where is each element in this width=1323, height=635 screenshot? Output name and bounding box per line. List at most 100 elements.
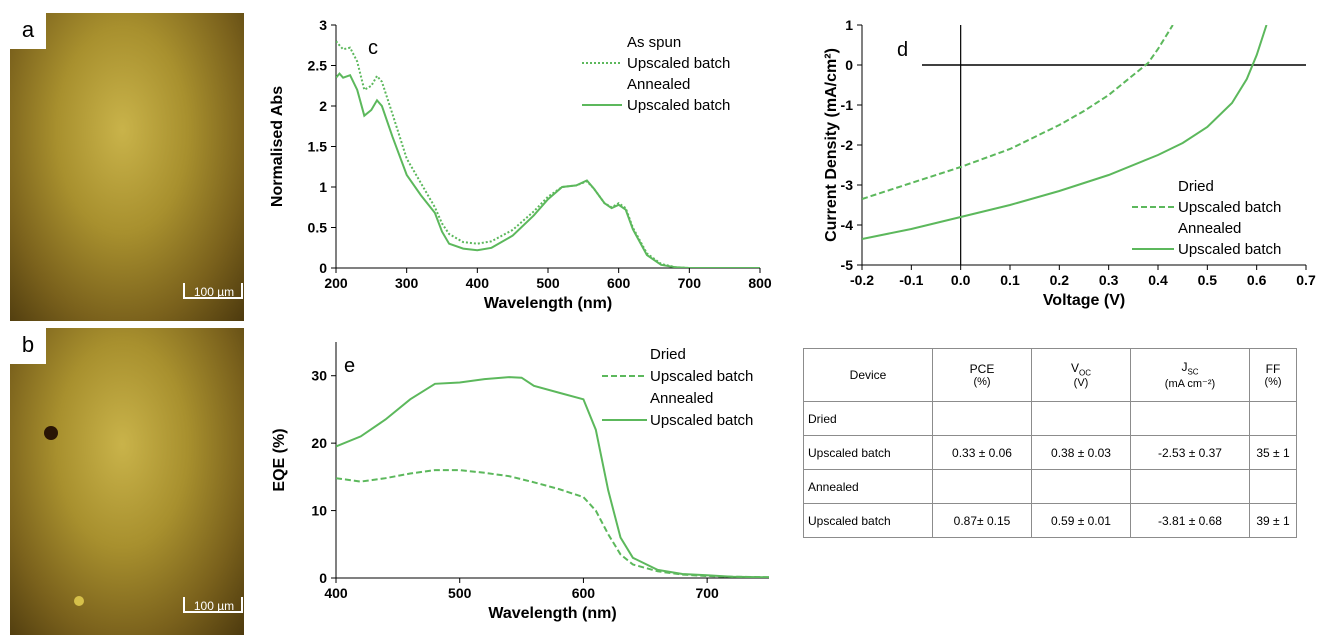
micrograph-b: b 100 µm — [10, 328, 244, 635]
x-tick-label: 500 — [448, 585, 472, 601]
table-cell — [1249, 469, 1297, 504]
table-cell: 0.59 ± 0.01 — [1031, 503, 1131, 538]
legend-header: Dried — [650, 346, 686, 363]
y-tick-label: 1 — [319, 179, 327, 195]
scale-bar-a — [183, 283, 243, 299]
table-cell: Upscaled batch — [803, 435, 933, 470]
series-line-as-spun — [336, 40, 760, 268]
x-tick-label: 0.1 — [1000, 272, 1020, 288]
col-device: Device — [803, 348, 933, 402]
col-voc: VOC (V) — [1031, 348, 1131, 402]
series-line-annealed — [336, 72, 760, 268]
series-line-annealed — [336, 376, 769, 578]
x-axis-title: Wavelength (nm) — [484, 295, 612, 312]
table-row: Annealed — [803, 469, 1297, 504]
y-tick-label: -1 — [841, 97, 854, 113]
y-tick-label: 1 — [845, 17, 853, 33]
table-cell — [1249, 401, 1297, 436]
legend-entry: Upscaled batch — [627, 55, 730, 72]
table-cell: 35 ± 1 — [1249, 435, 1297, 470]
x-tick-label: 500 — [536, 275, 560, 291]
dark-spot — [44, 426, 58, 440]
micrograph-a: a 100 µm — [10, 13, 244, 321]
table-cell: Upscaled batch — [803, 503, 933, 538]
x-axis-title: Voltage (V) — [1043, 292, 1125, 309]
table-cell — [932, 469, 1032, 504]
x-tick-label: 300 — [395, 275, 419, 291]
legend-entry: Upscaled batch — [1178, 241, 1281, 258]
legend-header: Dried — [1178, 178, 1214, 195]
x-tick-label: 600 — [607, 275, 631, 291]
x-tick-label: 400 — [324, 585, 348, 601]
table-row: Dried — [803, 401, 1297, 436]
y-tick-label: -4 — [841, 217, 854, 233]
x-tick-label: 700 — [695, 585, 719, 601]
panel-label: d — [897, 39, 908, 61]
x-tick-label: 0.0 — [951, 272, 971, 288]
table-cell — [1130, 401, 1250, 436]
col-pce: PCE (%) — [932, 348, 1032, 402]
legend-header: Annealed — [650, 390, 713, 407]
table-cell — [1031, 469, 1131, 504]
y-tick-label: 0.5 — [308, 220, 328, 236]
legend-header: Annealed — [627, 76, 690, 93]
y-tick-label: 2 — [319, 98, 327, 114]
y-tick-label: 0 — [319, 570, 327, 586]
table-cell — [1031, 401, 1131, 436]
x-tick-label: 0.2 — [1050, 272, 1070, 288]
y-tick-label: 10 — [311, 503, 327, 519]
table-cell: Annealed — [803, 469, 933, 504]
x-tick-label: 200 — [324, 275, 348, 291]
scale-bar-b — [183, 597, 243, 613]
table-cell — [932, 401, 1032, 436]
x-tick-label: -0.1 — [899, 272, 923, 288]
table-cell: Dried — [803, 401, 933, 436]
legend-header: Annealed — [1178, 220, 1241, 237]
x-tick-label: 400 — [466, 275, 490, 291]
jv-chart: -0.2 -0.1 0.0 0.1 0.2 0.3 0.4 0.5 0.6 0.7 -5 -4 -3 -2… — [823, 17, 1316, 309]
bright-spot — [74, 596, 84, 606]
x-tick-label: 0.3 — [1099, 272, 1119, 288]
legend-entry: Upscaled batch — [1178, 199, 1281, 216]
y-tick-label: -5 — [841, 257, 854, 273]
table-cell — [1130, 469, 1250, 504]
x-tick-label: 0.4 — [1148, 272, 1168, 288]
y-tick-label: 0 — [319, 260, 327, 276]
y-axis-title: EQE (%) — [271, 428, 288, 491]
scale-label-a: 100 µm — [193, 285, 235, 299]
x-tick-label: 0.5 — [1198, 272, 1218, 288]
table-cell: 0.38 ± 0.03 — [1031, 435, 1131, 470]
legend-header: As spun — [627, 34, 681, 51]
legend-entry: Upscaled batch — [627, 97, 730, 114]
table-cell: -2.53 ± 0.37 — [1130, 435, 1250, 470]
y-tick-label: 0 — [845, 57, 853, 73]
panel-label: c — [368, 37, 378, 59]
x-tick-label: 800 — [748, 275, 772, 291]
table-row: Upscaled batch 0.33 ± 0.06 0.38 ± 0.03 -… — [803, 435, 1297, 470]
table-cell: 0.87± 0.15 — [932, 503, 1032, 538]
series-line-dried — [862, 25, 1174, 200]
y-axis-title: Normalised Abs — [269, 86, 286, 207]
panel-label: e — [344, 355, 355, 377]
series-line-dried — [336, 469, 769, 578]
eqe-chart: 400 500 600 700 0 10 20 30 Wavelength (nm) EQE (%… — [271, 342, 769, 622]
x-tick-label: 700 — [678, 275, 702, 291]
col-ff: FF (%) — [1249, 348, 1297, 402]
y-axis-title: Current Density (mA/cm²) — [823, 48, 840, 242]
y-tick-label: 3 — [319, 17, 327, 33]
panel-label-a: a — [10, 13, 46, 49]
x-tick-label: -0.2 — [850, 272, 874, 288]
x-axis-title: Wavelength (nm) — [488, 605, 616, 622]
col-jsc: JSC (mA cm⁻²) — [1130, 348, 1250, 402]
y-tick-label: 30 — [311, 368, 327, 384]
y-tick-label: 20 — [311, 435, 327, 451]
y-tick-label: 2.5 — [308, 58, 328, 74]
absorbance-chart: 200 300 400 500 600 700 800 0 0.5 1 1.5 2 2.5 3 Wavele… — [269, 17, 772, 312]
legend-entry: Upscaled batch — [650, 412, 753, 429]
series-line-annealed — [862, 25, 1268, 240]
table-cell: 0.33 ± 0.06 — [932, 435, 1032, 470]
y-tick-label: -2 — [841, 137, 854, 153]
table-cell: -3.81 ± 0.68 — [1130, 503, 1250, 538]
table-header-row: Device PCE (%) VOC (V) JSC (mA cm⁻²) FF … — [803, 348, 1297, 402]
y-tick-label: -3 — [841, 177, 854, 193]
